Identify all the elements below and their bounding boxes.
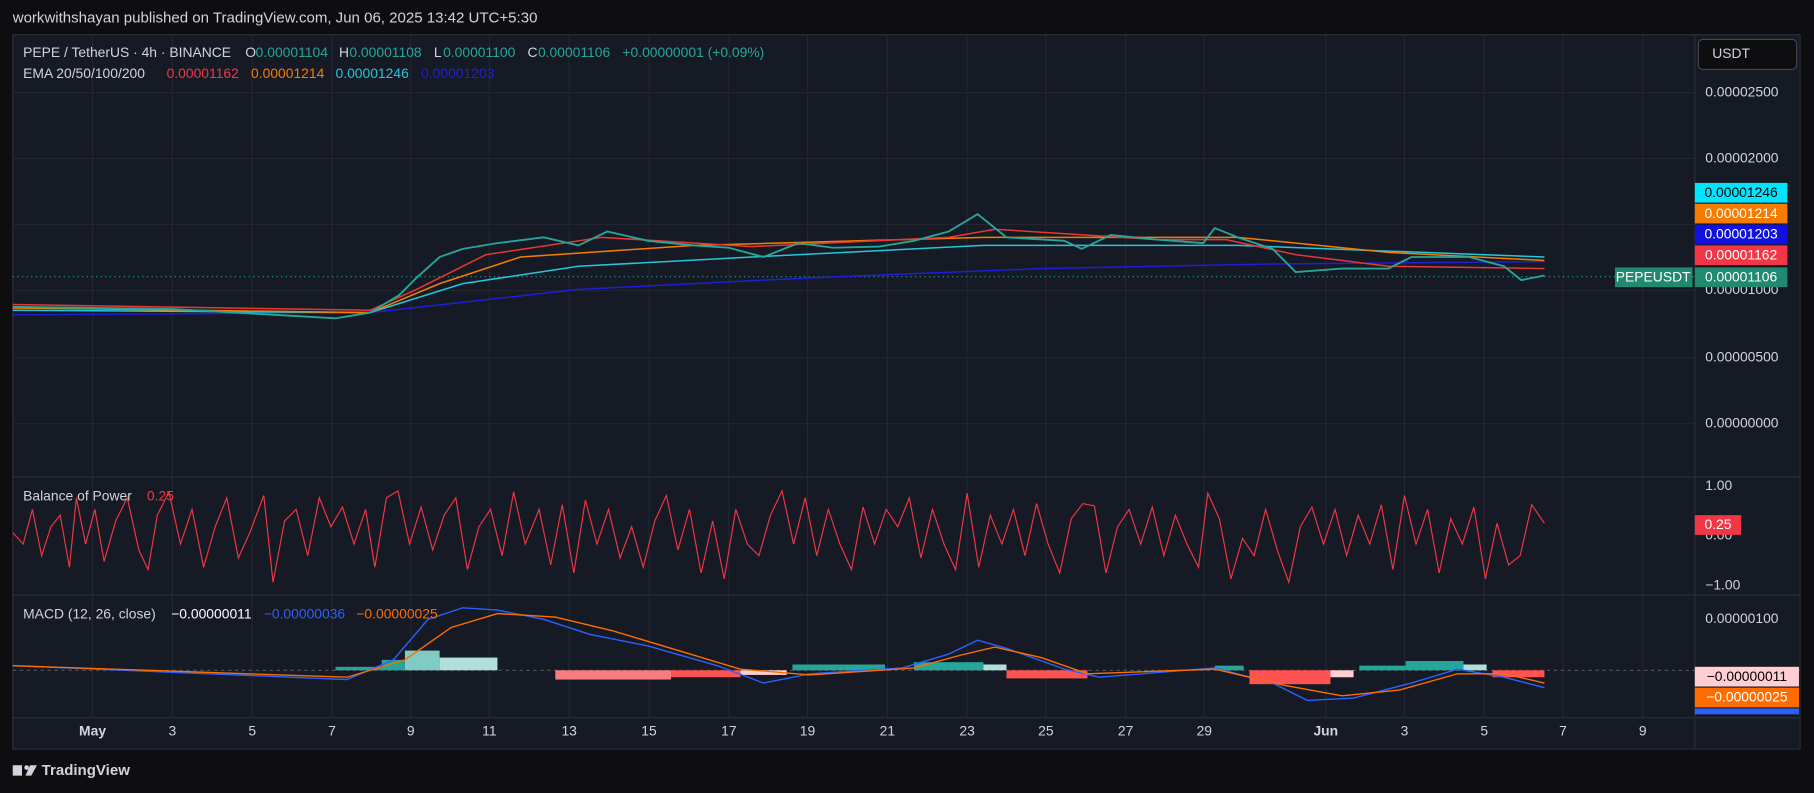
brand-name: TradingView: [42, 762, 131, 779]
time-axis-label: 25: [1038, 722, 1054, 738]
time-axis-label: 5: [248, 722, 256, 738]
symbol-tag: [1615, 267, 1693, 288]
signal-line: [12, 612, 1545, 697]
time-axis-label: 19: [800, 722, 816, 738]
high-label: H: [339, 44, 349, 60]
time-axis-label: 7: [1559, 722, 1567, 738]
price-tag-text: 0.00001203: [1704, 226, 1778, 242]
price-tag-text: 0.00001162: [1705, 247, 1778, 263]
price-tag: [1694, 203, 1788, 224]
bop-axis-label: −1.00: [1705, 576, 1740, 592]
open: 0.00001104: [256, 44, 329, 60]
macd-tag: [1694, 708, 1799, 715]
time-axis-label: 27: [1118, 722, 1134, 738]
price-tag: [1694, 182, 1788, 203]
time-axis-label: 7: [328, 722, 336, 738]
ema-label: EMA 20/50/100/200: [23, 65, 145, 81]
ema-50-value: 0.00001214: [251, 65, 325, 81]
macd-value: −0.00000011: [171, 605, 252, 621]
price-tag: [1694, 224, 1788, 245]
macd-axis-label: 0.00000100: [1705, 610, 1779, 626]
price-axis-label: 0.00002000: [1705, 149, 1779, 165]
chart-panel: [12, 34, 1801, 750]
macd-tag: [1694, 687, 1799, 708]
price-axis-label: 0.00000500: [1705, 348, 1779, 364]
currency-button[interactable]: [1697, 38, 1798, 71]
time-axis-label: 15: [641, 722, 657, 738]
bop-value: 0.25: [147, 487, 174, 503]
time-axis-label: 21: [880, 722, 896, 738]
time-axis-label: Jun: [1313, 722, 1338, 738]
bop-tag: [1694, 515, 1742, 535]
open-label: O: [245, 44, 256, 60]
time-axis-label: May: [79, 722, 106, 738]
close: 0.00001106: [538, 44, 611, 60]
price-tag-text: 0.00001106: [1705, 269, 1778, 285]
symbol-tag-text: PEPEUSDT: [1616, 269, 1691, 285]
ema-100-value: 0.00001246: [335, 65, 409, 81]
macd-line: [12, 607, 1545, 702]
price-axis-label: 0.00002500: [1705, 83, 1779, 99]
time-axis-label: 11: [482, 722, 497, 738]
time-axis-label: 3: [169, 722, 177, 738]
time-axis-label: 13: [561, 722, 577, 738]
price-tag-text: 0.00001214: [1704, 205, 1778, 221]
brand-logo: [12, 765, 38, 776]
low: 0.00001100: [443, 44, 516, 60]
price-line: [12, 213, 1545, 320]
time-axis-label: 23: [959, 722, 975, 738]
bop-axis-label: 1.00: [1705, 477, 1732, 493]
ema-20: [12, 228, 1545, 312]
grid: [12, 34, 1695, 718]
macd-histogram: [335, 650, 1545, 685]
time-axis-label: 9: [1639, 722, 1647, 738]
ema-20-value: 0.00001162: [167, 65, 240, 81]
macd-label: MACD (12, 26, close): [23, 605, 156, 621]
high: 0.00001108: [349, 44, 422, 60]
low-label: L: [434, 44, 442, 60]
close-label: C: [528, 44, 538, 60]
macd-tag: [1694, 666, 1799, 687]
time-axis-label: 5: [1480, 722, 1488, 738]
time-axis-label: 3: [1401, 722, 1409, 738]
macd-tag-text: −0.00000011: [1707, 668, 1788, 684]
ema-100: [12, 244, 1545, 314]
change: +0.00000001 (+0.09%): [622, 44, 764, 60]
bop-tag-text: 0.25: [1704, 516, 1731, 532]
time-axis-label: 9: [407, 722, 415, 738]
publisher: workwithshayan published on TradingView.…: [12, 9, 538, 26]
bop-label: Balance of Power: [23, 487, 132, 503]
price-axis-label: 0.00000000: [1705, 414, 1779, 430]
price-tag-text: 0.00001246: [1704, 184, 1778, 200]
price-tag: [1694, 245, 1788, 266]
symbol: PEPE / TetherUS · 4h · BINANCE: [23, 44, 231, 60]
bop-line: [12, 489, 1545, 585]
time-axis-label: 29: [1197, 722, 1213, 738]
macd-tag-text: −0.00000025: [1706, 689, 1788, 705]
price-tag: [1694, 267, 1788, 288]
macd-hist-value: −0.00000025: [356, 605, 438, 621]
ema-200-value: 0.00001203: [421, 65, 495, 81]
currency-button-label[interactable]: USDT: [1712, 45, 1750, 61]
macd-signal-value: −0.00000036: [264, 605, 346, 621]
time-axis-label: 17: [721, 722, 737, 738]
